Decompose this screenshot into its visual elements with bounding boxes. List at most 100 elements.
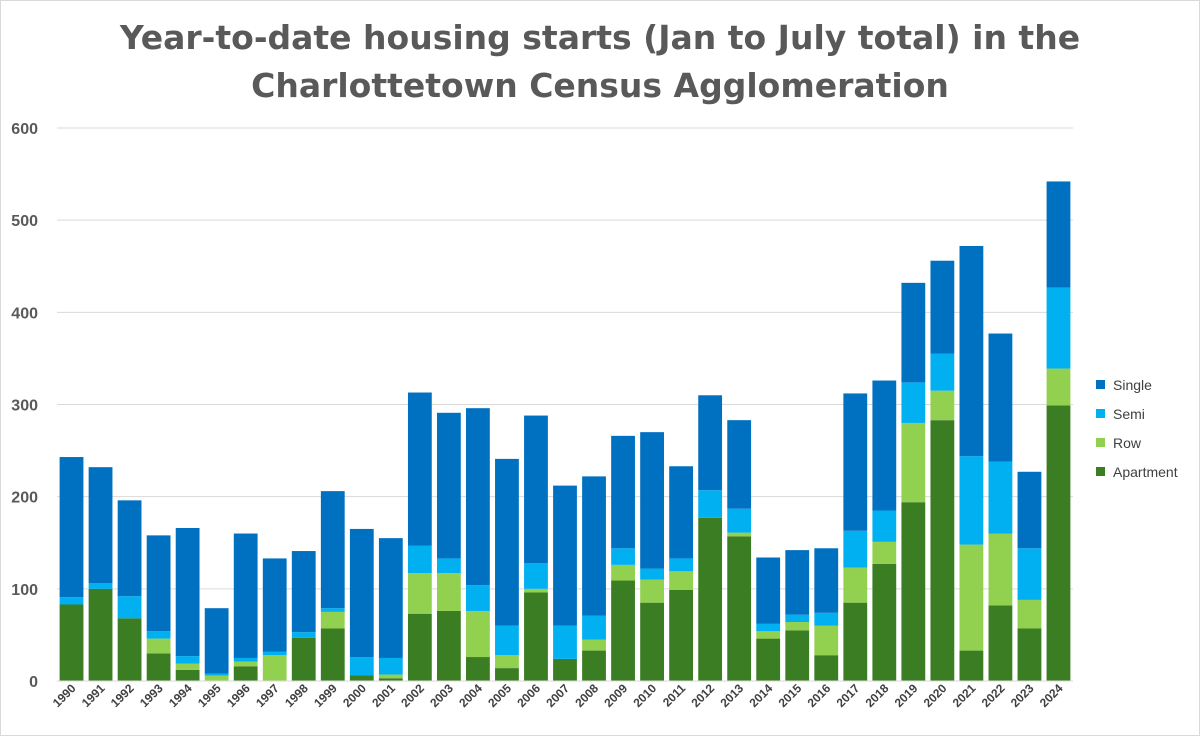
bar-single-1997 xyxy=(262,558,287,652)
legend-swatch-semi xyxy=(1096,409,1105,418)
bar-single-2012 xyxy=(698,395,723,491)
bar-semi-2020 xyxy=(930,353,955,391)
bar-single-2007 xyxy=(553,485,577,626)
bar-semi-2002 xyxy=(407,545,432,574)
chart-title: Year-to-date housing starts (Jan to July… xyxy=(0,14,1200,110)
bar-row-2010 xyxy=(640,579,664,603)
bar-row-1996 xyxy=(233,661,258,667)
legend-swatch-row xyxy=(1096,438,1105,447)
bar-apartment-1999 xyxy=(320,628,345,681)
bar-semi-2021 xyxy=(959,456,984,545)
bar-row-2019 xyxy=(901,422,926,503)
x-tick-label: 2012 xyxy=(688,681,717,710)
bar-apartment-1998 xyxy=(291,637,316,681)
bar-row-1994 xyxy=(175,663,200,670)
bar-single-2021 xyxy=(959,245,984,457)
x-tick-label: 2019 xyxy=(892,681,921,710)
x-tick-label: 2003 xyxy=(427,681,456,710)
chart-title-line-2: Charlottetown Census Agglomeration xyxy=(251,66,949,105)
legend-label-semi: Semi xyxy=(1113,405,1145,422)
bar-row-2015 xyxy=(785,622,810,631)
bar-row-2020 xyxy=(930,390,955,421)
x-tick-label: 2006 xyxy=(514,681,543,710)
x-tick-label: 1991 xyxy=(79,681,108,710)
bar-semi-2011 xyxy=(669,558,694,572)
bar-semi-2009 xyxy=(611,548,635,565)
bar-apartment-1993 xyxy=(146,653,171,681)
x-tick-label: 2002 xyxy=(398,681,427,710)
legend-item-row: Row xyxy=(1096,428,1178,457)
bar-single-1999 xyxy=(320,491,345,609)
y-tick-label: 400 xyxy=(11,305,38,322)
bar-semi-1996 xyxy=(233,657,258,662)
bar-row-2022 xyxy=(988,533,1013,606)
bar-single-1990 xyxy=(59,457,84,598)
x-tick-label: 1993 xyxy=(137,681,166,710)
x-tick-label: 2004 xyxy=(456,681,485,710)
legend-label-apartment: Apartment xyxy=(1113,463,1178,480)
bar-single-1992 xyxy=(117,500,142,597)
x-tick-label: 2008 xyxy=(572,681,601,710)
bar-single-2017 xyxy=(843,393,868,531)
bar-row-1995 xyxy=(204,675,229,681)
x-tick-label: 2017 xyxy=(834,681,863,710)
chart-title-line-1: Year-to-date housing starts (Jan to July… xyxy=(119,18,1081,57)
bar-single-2024 xyxy=(1046,181,1071,288)
bar-apartment-1992 xyxy=(117,618,142,681)
legend-swatch-apartment xyxy=(1096,467,1105,476)
x-tick-label: 2014 xyxy=(747,681,776,710)
bar-single-1993 xyxy=(146,535,171,632)
bar-semi-2001 xyxy=(378,657,403,675)
chart-legend: Single Semi Row Apartment xyxy=(1096,370,1178,486)
bar-apartment-2017 xyxy=(843,602,868,681)
bar-apartment-2024 xyxy=(1046,405,1071,681)
bar-semi-2005 xyxy=(495,625,519,656)
bar-semi-1993 xyxy=(146,631,171,639)
bar-apartment-2000 xyxy=(349,675,374,681)
bar-semi-2013 xyxy=(727,508,752,533)
bar-apartment-2011 xyxy=(669,589,694,681)
x-tick-label: 2000 xyxy=(340,681,369,710)
x-tick-label: 1997 xyxy=(253,681,282,710)
bar-apartment-2004 xyxy=(466,657,490,681)
bar-apartment-2015 xyxy=(785,630,810,681)
legend-label-row: Row xyxy=(1113,434,1142,451)
bar-single-2015 xyxy=(785,550,810,615)
y-tick-label: 300 xyxy=(11,398,38,415)
y-tick-label: 0 xyxy=(29,674,38,691)
bar-apartment-2005 xyxy=(495,668,519,681)
bar-semi-2022 xyxy=(988,461,1013,534)
bar-single-1996 xyxy=(233,533,258,658)
bar-apartment-1996 xyxy=(233,666,258,681)
bar-row-1993 xyxy=(146,638,171,654)
bar-apartment-2016 xyxy=(814,655,839,681)
x-tick-label: 2011 xyxy=(660,681,689,710)
bar-single-2013 xyxy=(727,420,752,509)
bar-row-2021 xyxy=(959,544,984,651)
bar-semi-1990 xyxy=(59,597,84,605)
bar-row-2003 xyxy=(436,573,461,611)
bar-single-2003 xyxy=(436,412,461,559)
bar-single-2014 xyxy=(756,557,781,624)
x-tick-label: 1996 xyxy=(224,681,253,710)
bar-single-1994 xyxy=(175,528,200,657)
legend-swatch-single xyxy=(1096,380,1105,389)
bar-semi-2003 xyxy=(436,558,461,574)
bar-row-1999 xyxy=(320,611,345,629)
bar-semi-2023 xyxy=(1017,548,1042,600)
bar-semi-2012 xyxy=(698,490,723,518)
bar-single-1995 xyxy=(204,608,229,674)
x-tick-label: 2018 xyxy=(863,681,892,710)
bar-apartment-2022 xyxy=(988,605,1013,681)
bar-semi-2006 xyxy=(524,563,548,589)
x-tick-label: 2010 xyxy=(630,681,659,710)
bar-semi-1999 xyxy=(320,608,345,612)
bar-single-2010 xyxy=(640,432,664,569)
bar-apartment-2010 xyxy=(640,602,664,681)
bar-apartment-1994 xyxy=(175,669,200,681)
bar-single-1991 xyxy=(88,467,113,584)
legend-label-single: Single xyxy=(1113,376,1152,393)
x-tick-label: 1992 xyxy=(108,681,137,710)
bar-single-2000 xyxy=(349,528,374,658)
bar-row-2017 xyxy=(843,567,868,603)
